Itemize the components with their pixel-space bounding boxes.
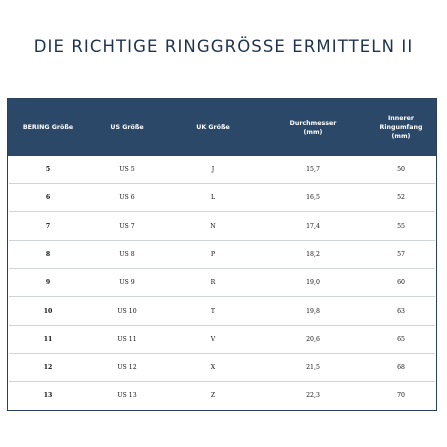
table-row: 7 US 7 N 17,4 55	[9, 213, 435, 241]
cell-circumference: 65	[397, 335, 405, 343]
table-row: 9 US 9 R 19,0 60	[9, 269, 435, 298]
cell-uk-size: R	[210, 279, 216, 287]
cell-circumference: 63	[397, 307, 405, 315]
cell-uk-size: P	[210, 250, 216, 258]
cell-circumference: 60	[397, 279, 405, 287]
cell-circumference: 68	[397, 364, 405, 372]
cell-us-size: US 12	[117, 364, 137, 372]
header-diameter: Durchmesser (mm)	[289, 119, 337, 136]
cell-us-size: US 9	[119, 279, 135, 287]
cell-diameter: 22,3	[306, 392, 320, 400]
cell-bering-size: 13	[43, 392, 53, 400]
cell-us-size: US 7	[119, 222, 135, 230]
cell-diameter: 18,2	[306, 250, 320, 258]
cell-uk-size: V	[210, 335, 216, 343]
cell-uk-size: X	[210, 364, 216, 372]
cell-uk-size: J	[211, 166, 215, 173]
table-row: 10 US 10 T 19,8 63	[9, 298, 435, 326]
cell-diameter: 19,8	[306, 307, 320, 315]
cell-circumference: 50	[397, 166, 405, 173]
cell-bering-size: 8	[45, 250, 51, 258]
cell-bering-size: 6	[45, 194, 51, 202]
cell-us-size: US 13	[117, 392, 137, 400]
cell-us-size: US 10	[117, 307, 137, 315]
cell-us-size: US 5	[119, 166, 135, 173]
cell-diameter: 21,5	[306, 364, 320, 372]
cell-circumference: 52	[397, 194, 405, 202]
header-uk-size: UK Größe	[196, 124, 230, 131]
cell-us-size: US 11	[117, 335, 137, 343]
cell-bering-size: 12	[43, 364, 53, 372]
table-row: 6 US 6 L 16,5 52	[9, 184, 435, 213]
cell-diameter: 19,0	[306, 279, 320, 287]
table-row: 8 US 8 P 18,2 57	[9, 241, 435, 269]
cell-uk-size: T	[210, 307, 216, 315]
page-title: DIE RICHTIGE RINGGRÖSSE ERMITTELN II	[33, 37, 414, 56]
table-body: 5 US 5 J 15,7 50 6 US 6 L 16,5 52 7 US 7 N 17,4 55 8 US …	[8, 156, 436, 410]
cell-circumference: 57	[397, 250, 405, 258]
cell-diameter: 16,5	[306, 194, 320, 202]
cell-uk-size: Z	[210, 392, 216, 400]
cell-bering-size: 11	[43, 335, 53, 343]
header-bering-size: BERING Größe	[22, 124, 74, 131]
ring-size-table: BERING Größe US Größe UK Größe Durchmess…	[7, 98, 437, 411]
header-circumference: Innerer Ringumfang (mm)	[379, 115, 423, 140]
table-row: 11 US 11 V 20,6 65	[9, 326, 435, 354]
table-header: BERING Größe US Größe UK Größe Durchmess…	[8, 99, 436, 156]
cell-bering-size: 7	[45, 222, 51, 230]
cell-us-size: US 6	[119, 194, 135, 202]
cell-bering-size: 9	[45, 279, 51, 287]
table-row: 13 US 13 Z 22,3 70	[9, 382, 435, 410]
cell-uk-size: N	[210, 222, 216, 230]
cell-diameter: 20,6	[306, 335, 320, 343]
cell-bering-size: 5	[45, 166, 51, 173]
cell-bering-size: 10	[43, 307, 53, 315]
cell-diameter: 15,7	[306, 166, 320, 173]
cell-diameter: 17,4	[306, 222, 320, 230]
header-us-size: US Größe	[110, 124, 144, 131]
cell-circumference: 55	[397, 222, 405, 230]
table-row: 12 US 12 X 21,5 68	[9, 354, 435, 383]
cell-uk-size: L	[210, 194, 216, 202]
table-row: 5 US 5 J 15,7 50	[9, 156, 435, 184]
cell-us-size: US 8	[119, 250, 135, 258]
cell-circumference: 70	[397, 392, 405, 400]
